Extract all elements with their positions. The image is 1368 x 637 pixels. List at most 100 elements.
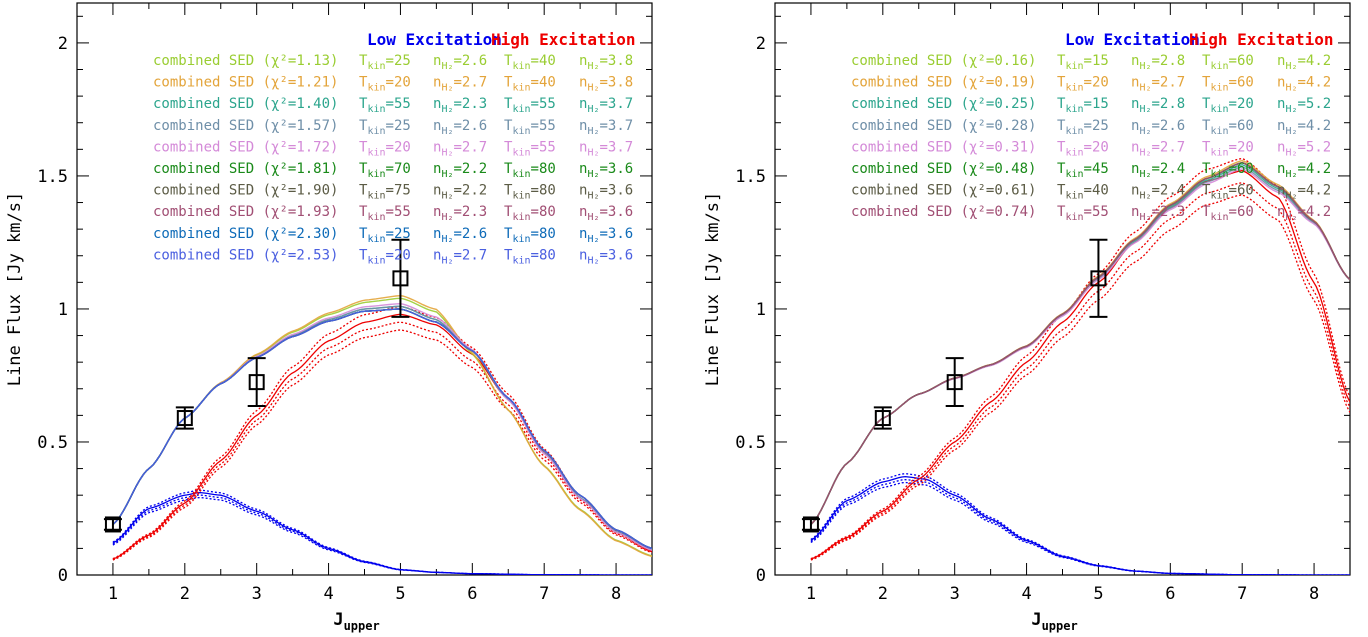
legend-chi2-value: 1.90 <box>296 183 330 199</box>
legend-nh2-high: nH₂=4.2 <box>1277 183 1331 202</box>
legend-series-name: combined SED <box>153 247 254 263</box>
tkin-subscript: kin <box>367 169 385 180</box>
nh2-symbol: n <box>579 161 587 177</box>
equals-sign: = <box>1297 118 1305 134</box>
y-axis-label: Line Flux [Jy km/s] <box>703 192 723 386</box>
tkin-symbol: T <box>1202 183 1211 199</box>
tkin-high-value: 60 <box>1237 75 1254 91</box>
legend-entry-label: combined SED (χ²=0.61) <box>851 183 1036 199</box>
legend-series-name: combined SED <box>153 183 254 199</box>
nh2-subscript: H₂ <box>587 104 599 115</box>
high-excitation-curve <box>112 329 652 561</box>
nh2-symbol: n <box>433 226 441 242</box>
nh2-low-value: 2.7 <box>462 247 487 263</box>
legend-tkin-high: Tkin=60 <box>1202 75 1254 94</box>
low-excitation-curve <box>112 491 652 575</box>
legend-chi2-value: 2.53 <box>296 247 330 263</box>
equals-sign: = <box>1151 96 1159 112</box>
equals-sign: = <box>599 75 607 91</box>
x-tick-label: 5 <box>395 584 405 604</box>
tkin-low-value: 25 <box>394 53 411 69</box>
y-tick-label: 0 <box>58 566 68 586</box>
tkin-subscript: kin <box>1210 126 1228 137</box>
tkin-high-value: 80 <box>539 226 556 242</box>
equals-sign: = <box>1229 204 1237 220</box>
legend-chi2-value: 0.25 <box>994 96 1028 112</box>
tkin-symbol: T <box>359 75 368 91</box>
legend-chi2-prefix: (χ²= <box>952 183 994 199</box>
legend-chi2-suffix: ) <box>330 53 338 69</box>
x-axis-label-main: J <box>333 610 343 630</box>
legend-tkin-high: Tkin=60 <box>1202 183 1254 202</box>
legend-chi2-suffix: ) <box>1028 204 1036 220</box>
tkin-symbol: T <box>1057 139 1066 155</box>
tkin-low-value: 15 <box>1092 53 1109 69</box>
tkin-subscript: kin <box>367 212 385 223</box>
tkin-symbol: T <box>1202 96 1211 112</box>
nh2-subscript: H₂ <box>1285 147 1297 158</box>
tkin-symbol: T <box>359 226 368 242</box>
equals-sign: = <box>1229 118 1237 134</box>
legend-chi2-value: 1.57 <box>296 118 330 134</box>
tkin-symbol: T <box>504 139 513 155</box>
nh2-low-value: 2.7 <box>1160 139 1185 155</box>
nh2-symbol: n <box>579 118 587 134</box>
tkin-symbol: T <box>1057 53 1066 69</box>
nh2-symbol: n <box>1131 75 1139 91</box>
tkin-low-value: 20 <box>394 247 411 263</box>
tkin-symbol: T <box>504 183 513 199</box>
equals-sign: = <box>1151 139 1159 155</box>
legend-chi2-value: 0.61 <box>994 183 1028 199</box>
legend-nh2-low: nH₂=2.7 <box>433 75 487 94</box>
legend-series-name: combined SED <box>153 161 254 177</box>
equals-sign: = <box>599 204 607 220</box>
nh2-low-value: 2.3 <box>1160 204 1185 220</box>
legend-entry-label: combined SED (χ²=1.90) <box>153 183 338 199</box>
legend-entry-label: combined SED (χ²=1.93) <box>153 204 338 220</box>
legend-nh2-high: nH₂=3.6 <box>579 183 633 202</box>
equals-sign: = <box>1084 118 1092 134</box>
equals-sign: = <box>386 96 394 112</box>
tkin-symbol: T <box>504 118 513 134</box>
equals-sign: = <box>386 204 394 220</box>
tkin-subscript: kin <box>1065 169 1083 180</box>
tkin-subscript: kin <box>1210 61 1228 72</box>
legend-nh2-low: nH₂=2.3 <box>433 96 487 115</box>
nh2-high-value: 3.7 <box>608 118 633 134</box>
equals-sign: = <box>453 139 461 155</box>
tkin-subscript: kin <box>1210 212 1228 223</box>
equals-sign: = <box>1151 53 1159 69</box>
equals-sign: = <box>531 75 539 91</box>
nh2-symbol: n <box>579 204 587 220</box>
legend-chi2-suffix: ) <box>330 226 338 242</box>
legend-nh2-high: nH₂=3.8 <box>579 53 633 72</box>
legend-chi2-prefix: (χ²= <box>952 161 994 177</box>
data-point-marker <box>176 410 193 427</box>
tkin-symbol: T <box>359 183 368 199</box>
equals-sign: = <box>386 226 394 242</box>
equals-sign: = <box>386 118 394 134</box>
nh2-symbol: n <box>579 247 587 263</box>
legend-chi2-prefix: (χ²= <box>952 204 994 220</box>
tkin-subscript: kin <box>512 104 530 115</box>
legend-chi2-suffix: ) <box>1028 75 1036 91</box>
equals-sign: = <box>453 53 461 69</box>
legend-chi2-prefix: (χ²= <box>254 204 296 220</box>
legend-entry-label: combined SED (χ²=1.57) <box>153 118 338 134</box>
tkin-high-value: 60 <box>1237 53 1254 69</box>
equals-sign: = <box>1151 118 1159 134</box>
tkin-symbol: T <box>504 75 513 91</box>
nh2-symbol: n <box>579 226 587 242</box>
nh2-subscript: H₂ <box>587 255 599 266</box>
nh2-symbol: n <box>1131 96 1139 112</box>
equals-sign: = <box>599 161 607 177</box>
curves-group <box>810 157 1350 575</box>
nh2-symbol: n <box>433 96 441 112</box>
tkin-symbol: T <box>1057 204 1066 220</box>
nh2-symbol: n <box>1131 183 1139 199</box>
high-excitation-curve <box>112 321 652 561</box>
legend-tkin-low: Tkin=15 <box>1057 53 1109 72</box>
legend-tkin-high: Tkin=80 <box>504 247 556 266</box>
tkin-low-value: 25 <box>394 118 411 134</box>
nh2-subscript: H₂ <box>441 147 453 158</box>
